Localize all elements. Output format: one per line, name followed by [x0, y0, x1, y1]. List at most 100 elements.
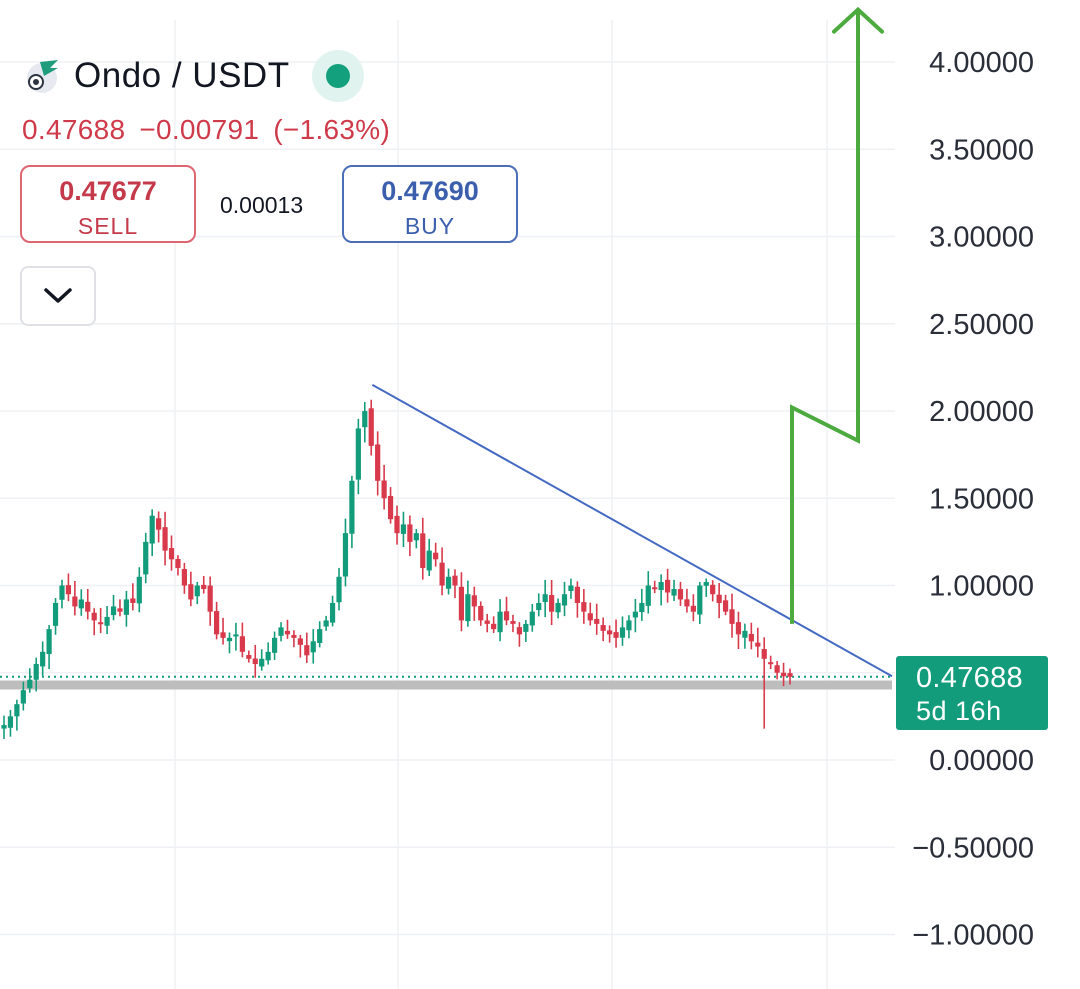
candle-body	[323, 620, 329, 627]
change-percent: (−1.63%)	[273, 114, 391, 145]
candle-body	[168, 548, 175, 560]
candle-body	[156, 518, 162, 530]
candle-body	[729, 609, 735, 624]
candle-body	[478, 605, 484, 621]
price-axis: 4.00000 3.50000 3.00000 2.50000 2.00000 1.500…	[912, 47, 1034, 952]
y-tick-label: 1.00000	[929, 571, 1034, 603]
candle-body	[484, 620, 490, 624]
chart-annotations	[371, 6, 893, 678]
candle-body	[233, 634, 239, 637]
candle-body	[574, 586, 580, 603]
candle-body	[20, 690, 26, 704]
candle-body	[600, 625, 606, 631]
candle-body	[561, 594, 568, 606]
candle-body	[549, 595, 555, 612]
candle-body	[188, 584, 194, 600]
candle-body	[722, 600, 729, 612]
ondo-logo-icon	[27, 60, 58, 93]
candle-body	[445, 576, 452, 589]
candle-body	[516, 627, 523, 635]
candle-body	[33, 664, 39, 680]
candle-body	[59, 585, 65, 600]
candle-body	[413, 533, 419, 541]
candle-body	[664, 579, 671, 593]
candle-body	[400, 524, 407, 534]
candle-body	[136, 576, 142, 604]
candle-body	[439, 562, 445, 586]
candle-body	[252, 658, 258, 665]
candle-body	[265, 651, 271, 661]
symbol-title[interactable]: Ondo / USDT	[74, 56, 290, 95]
candle-body	[671, 588, 677, 596]
candle-body	[690, 605, 696, 612]
candle-body	[536, 602, 542, 611]
candle-body	[143, 541, 149, 575]
price-change-row: 0.47688 −0.00791 (−1.63%)	[22, 114, 390, 146]
y-tick-label: 3.00000	[929, 222, 1034, 254]
candle-body	[27, 679, 33, 689]
sell-button[interactable]: 0.47677 SELL	[20, 165, 196, 243]
collapse-button[interactable]	[20, 266, 96, 326]
candle-body	[787, 673, 793, 677]
candle-body	[104, 616, 110, 626]
candle-body	[452, 575, 458, 586]
candle-body	[716, 594, 722, 603]
candle-body	[362, 411, 368, 428]
candle-body	[658, 582, 664, 591]
candle-body	[581, 602, 587, 612]
candle-body	[278, 627, 284, 636]
candle-body	[613, 632, 619, 638]
candle-body	[387, 495, 394, 520]
market-status-indicator	[311, 50, 364, 102]
descending-trendline	[371, 383, 893, 678]
candle-body	[368, 408, 374, 446]
y-tick-label: −1.00000	[912, 920, 1034, 952]
spread-value: 0.00013	[220, 192, 304, 218]
candle-body	[761, 649, 767, 659]
candle-body	[162, 527, 168, 551]
candlesticks	[1, 399, 793, 739]
candle-body	[542, 594, 548, 603]
symbol-header: Ondo / USDT	[20, 50, 364, 102]
candle-body	[342, 533, 349, 577]
candle-body	[426, 550, 432, 571]
candle-body	[355, 428, 361, 480]
candle-body	[52, 602, 59, 626]
candle-body	[594, 618, 600, 624]
candle-body	[130, 598, 136, 603]
candle-body	[117, 608, 123, 612]
y-tick-label: 1.50000	[929, 483, 1034, 515]
buy-button[interactable]: 0.47690 BUY	[342, 165, 518, 243]
candle-body	[471, 595, 477, 607]
y-tick-label: 2.50000	[929, 309, 1034, 341]
candle-body	[40, 651, 46, 667]
candle-body	[697, 585, 703, 615]
candle-body	[774, 665, 780, 673]
candle-body	[632, 611, 638, 618]
candle-body	[523, 623, 529, 632]
candle-body	[639, 602, 645, 613]
candle-body	[123, 599, 130, 615]
candle-body	[214, 611, 220, 635]
candle-body	[239, 636, 245, 652]
candle-body	[748, 633, 754, 642]
candle-body	[465, 594, 471, 622]
candle-body	[768, 662, 774, 665]
candle-body	[1, 725, 7, 729]
buy-label: BUY	[404, 213, 456, 239]
last-price: 0.47688	[22, 114, 126, 145]
candle-body	[510, 621, 516, 624]
market-open-dot	[325, 64, 350, 88]
candle-body	[207, 585, 213, 612]
candle-body	[458, 586, 465, 621]
candle-body	[72, 596, 78, 607]
candle-body	[710, 584, 716, 595]
candle-body	[181, 569, 187, 586]
bar-countdown: 5d 16h	[916, 696, 1002, 726]
current-price: 0.47688	[916, 662, 1023, 694]
chevron-down-icon	[44, 288, 72, 303]
sell-label: SELL	[77, 213, 139, 239]
candle-body	[91, 612, 97, 621]
candle-body	[14, 704, 20, 717]
